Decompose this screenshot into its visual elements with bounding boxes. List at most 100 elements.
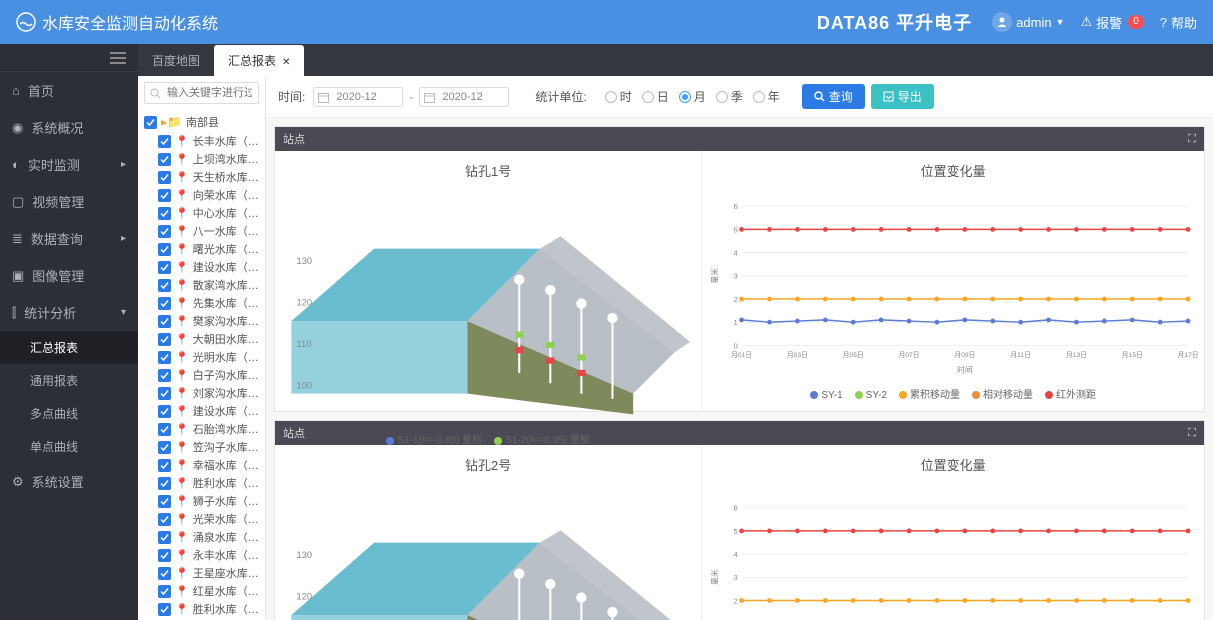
checkbox-icon[interactable] (158, 189, 171, 202)
checkbox-icon[interactable] (158, 351, 171, 364)
brand-text: DATA86 平升电子 (817, 9, 972, 35)
checkbox-icon[interactable] (158, 477, 171, 490)
tree-item[interactable]: 📍中心水库（大桥镇） (144, 204, 261, 222)
tree-item-label: 曙光水库（建兴镇） (193, 241, 261, 257)
tree-item[interactable]: 📍光明水库（大王镇） (144, 348, 261, 366)
checkbox-icon[interactable] (158, 387, 171, 400)
sidebar: ⌂首页◉系统概况◐实时监测▸▢视频管理≣数据查询▸▣图像管理⫿统计分析▾ 汇总报… (0, 44, 138, 620)
tree-item[interactable]: 📍天生桥水库（南隆街 (144, 168, 261, 186)
alarm-link[interactable]: ⚠ 报警 0 (1081, 13, 1144, 32)
user-menu[interactable]: admin ▼ (992, 12, 1064, 32)
tree-search-input[interactable] (144, 82, 259, 104)
checkbox-icon[interactable] (158, 135, 171, 148)
checkbox-icon[interactable] (158, 495, 171, 508)
chart-block-0: 站点 ⛶ 钻孔1号 130 120 110 100 S1-1(h=-0.85) … (274, 126, 1205, 412)
unit-radio-月[interactable]: 月 (679, 88, 706, 105)
checkbox-icon[interactable] (158, 207, 171, 220)
checkbox-icon[interactable] (158, 423, 171, 436)
checkbox-icon[interactable] (158, 603, 171, 616)
tree-item[interactable]: 📍涌泉水库（石河镇） (144, 528, 261, 546)
chart-line-canvas: 0123456月01日月03日月05日月07日月09日月11日月13日月15日月… (708, 184, 1198, 382)
sidebar-collapse[interactable] (0, 44, 138, 72)
tree-item[interactable]: 📍胜利水库（东坝镇） (144, 600, 261, 618)
query-button[interactable]: 查询 (802, 84, 865, 109)
charts-area: 站点 ⛶ 钻孔1号 130 120 110 100 S1-1(h=-0.85) … (266, 118, 1213, 620)
tree-item[interactable]: 📍王星座水库（王家镇 (144, 564, 261, 582)
checkbox-icon[interactable] (158, 153, 171, 166)
tree-item[interactable]: 📍建设水库（定水镇） (144, 402, 261, 420)
nav-label: 数据查询 (31, 229, 83, 248)
tree-item[interactable]: 📍向荣水库（盘龙镇） (144, 186, 261, 204)
checkbox-icon[interactable] (158, 315, 171, 328)
tree-item[interactable]: 📍光荣水库（石河镇） (144, 510, 261, 528)
checkbox-icon[interactable] (158, 549, 171, 562)
checkbox-icon[interactable] (158, 243, 171, 256)
tree-item[interactable]: 📍上坝湾水库（蜀北办） (144, 150, 261, 168)
pin-icon: 📍 (175, 495, 189, 508)
sidebar-item-6[interactable]: ⫿统计分析▾ (0, 294, 138, 331)
tree-item[interactable]: 📍刘家沟水库（定水镇 (144, 384, 261, 402)
tree-item[interactable]: 📍曙光水库（建兴镇） (144, 240, 261, 258)
nav-label: 统计分析 (24, 303, 76, 322)
sidebar-sub-2[interactable]: 多点曲线 (0, 397, 138, 430)
tree-item[interactable]: 📍永丰水库（东坝镇） (144, 546, 261, 564)
expand-icon[interactable]: ⛶ (1188, 133, 1196, 146)
checkbox-icon[interactable] (158, 585, 171, 598)
alarm-icon: ⚠ (1081, 14, 1093, 30)
tree-item[interactable]: 📍白子沟水库（三官镇 (144, 366, 261, 384)
checkbox-icon[interactable] (144, 116, 157, 129)
checkbox-icon[interactable] (158, 279, 171, 292)
expand-icon[interactable]: ⛶ (1188, 427, 1196, 440)
checkbox-icon[interactable] (158, 369, 171, 382)
tree-item[interactable]: 📍散家湾水库（升钟镇） (144, 276, 261, 294)
tree-item[interactable]: 📍大朝田水库（定水镇 (144, 330, 261, 348)
unit-radio-季[interactable]: 季 (716, 88, 743, 105)
tree-item[interactable]: 📍 幸福水库（黄金镇） (144, 456, 261, 474)
checkbox-icon[interactable] (158, 459, 171, 472)
unit-radio-年[interactable]: 年 (753, 88, 780, 105)
sidebar-item-0[interactable]: ⌂首页 (0, 72, 138, 109)
video-icon: ▢ (12, 194, 24, 210)
sidebar-sub-3[interactable]: 单点曲线 (0, 430, 138, 463)
tree-item[interactable]: 📍八一水库（建兴镇） (144, 222, 261, 240)
checkbox-icon[interactable] (158, 261, 171, 274)
checkbox-icon[interactable] (158, 441, 171, 454)
checkbox-icon[interactable] (158, 531, 171, 544)
tree-item-label: 幸福水库（黄金镇） (193, 457, 261, 473)
sidebar-item-2[interactable]: ◐实时监测▸ (0, 146, 138, 183)
tree-item[interactable]: 📍石胎湾水库（老鸦镇 (144, 420, 261, 438)
unit-radio-时[interactable]: 时 (605, 88, 632, 105)
sidebar-sub-0[interactable]: 汇总报表 (0, 331, 138, 364)
close-icon[interactable]: ✕ (282, 57, 290, 68)
tree-item[interactable]: 📍狮子水库（南隆街道 (144, 492, 261, 510)
checkbox-icon[interactable] (158, 405, 171, 418)
tree-item[interactable]: 📍建设水库（建兴镇） (144, 258, 261, 276)
sidebar-item-4[interactable]: ≣数据查询▸ (0, 220, 138, 257)
tree-root[interactable]: ▸📁 南部县 (144, 112, 261, 132)
tab-1[interactable]: 汇总报表✕ (214, 45, 304, 76)
export-button[interactable]: 导出 (871, 84, 934, 109)
sidebar-sub-1[interactable]: 通用报表 (0, 364, 138, 397)
checkbox-icon[interactable] (158, 333, 171, 346)
help-link[interactable]: ? 帮助 (1160, 13, 1197, 32)
tree-item[interactable]: 📍樊家沟水库（宏观镇 (144, 312, 261, 330)
tree-item[interactable]: 📍胜利水库（黄金镇） (144, 474, 261, 492)
sidebar-item-3[interactable]: ▢视频管理 (0, 183, 138, 220)
tree-item[interactable]: 📍先集水库（升钟镇） (144, 294, 261, 312)
sidebar-item-5[interactable]: ▣图像管理 (0, 257, 138, 294)
checkbox-icon[interactable] (158, 513, 171, 526)
sidebar-item-1[interactable]: ◉系统概况 (0, 109, 138, 146)
unit-radio-日[interactable]: 日 (642, 88, 669, 105)
help-icon: ? (1160, 15, 1167, 30)
tab-0[interactable]: 百度地图 (138, 45, 214, 76)
pin-icon: 📍 (175, 459, 189, 472)
checkbox-icon[interactable] (158, 225, 171, 238)
sidebar-item-settings[interactable]: ⚙ 系统设置 (0, 463, 138, 500)
tree-item[interactable]: 📍笠沟子水库（老鸦镇 (144, 438, 261, 456)
tree-item[interactable]: 📍红星水库（石龙镇） (144, 582, 261, 600)
checkbox-icon[interactable] (158, 171, 171, 184)
checkbox-icon[interactable] (158, 297, 171, 310)
tree-item[interactable]: 📍长丰水库（大河镇） (144, 132, 261, 150)
chart-right-title: 位置变化量 (708, 161, 1198, 180)
checkbox-icon[interactable] (158, 567, 171, 580)
